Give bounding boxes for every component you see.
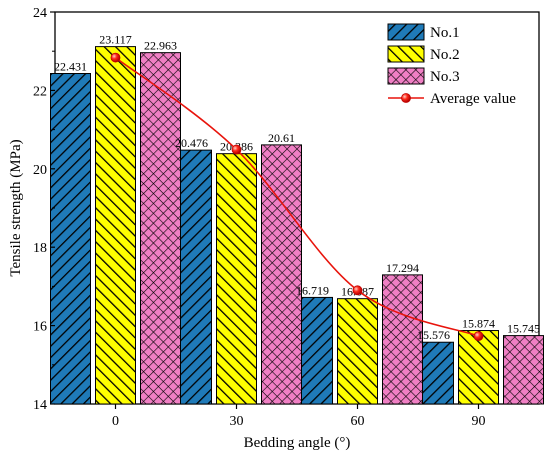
legend: No.1 No.2 No.3 Average value bbox=[387, 23, 516, 107]
y-tick-label: 20 bbox=[33, 163, 47, 178]
legend-swatch-No.1 bbox=[387, 23, 425, 41]
bar-No.2-30 bbox=[216, 153, 257, 405]
data-label: 17.294 bbox=[386, 261, 419, 275]
legend-swatch-No.3 bbox=[387, 67, 425, 85]
data-label: 15.874 bbox=[462, 317, 495, 331]
data-label: 22.431 bbox=[54, 60, 87, 74]
legend-label: No.1 bbox=[430, 25, 460, 41]
legend-label: No.2 bbox=[430, 47, 460, 63]
average-point-0 bbox=[110, 52, 121, 63]
data-label: 16.719 bbox=[296, 283, 329, 297]
data-label: 20.476 bbox=[175, 136, 208, 150]
average-value-line bbox=[115, 56, 479, 337]
y-axis-title: Tensile strength (MPa) bbox=[8, 139, 24, 276]
average-point-60 bbox=[352, 285, 363, 296]
legend-label: No.3 bbox=[430, 69, 460, 85]
y-tick-label: 18 bbox=[33, 241, 47, 256]
axes-group: 14 16 18 20 22 24 0 30 60 90 bbox=[33, 6, 486, 429]
data-labels-group: 22.43120.47616.71915.57623.11720.38616.6… bbox=[54, 33, 540, 343]
y-tick-label: 22 bbox=[33, 84, 47, 99]
x-tick-label: 90 bbox=[472, 414, 486, 429]
y-tick-label: 14 bbox=[33, 398, 47, 413]
data-label: 15.576 bbox=[417, 328, 450, 342]
bar-No.2-90 bbox=[458, 330, 499, 405]
x-tick-label: 30 bbox=[230, 414, 244, 429]
average-point-30 bbox=[231, 144, 242, 155]
data-label: 23.117 bbox=[99, 33, 132, 47]
bar-No.2-0 bbox=[95, 46, 136, 405]
bar-No.3-90 bbox=[503, 335, 544, 405]
average-line-group bbox=[110, 52, 484, 342]
average-point-90 bbox=[473, 331, 484, 342]
bar-No.3-60 bbox=[382, 274, 423, 405]
x-tick-label: 60 bbox=[351, 414, 365, 429]
y-tick-label: 24 bbox=[33, 6, 47, 21]
x-tick-label: 0 bbox=[112, 414, 119, 429]
bar-No.3-30 bbox=[261, 144, 302, 405]
bar-No.2-60 bbox=[337, 298, 378, 405]
legend-swatch-No.2 bbox=[387, 45, 425, 63]
bar-No.1-0 bbox=[50, 73, 91, 405]
legend-label: Average value bbox=[430, 91, 516, 107]
bar-No.3-0 bbox=[140, 52, 181, 405]
x-axis-title: Bedding angle (°) bbox=[244, 435, 351, 451]
data-label: 15.745 bbox=[507, 322, 540, 336]
y-tick-label: 16 bbox=[33, 320, 47, 335]
legend-marker-swatch bbox=[401, 93, 411, 103]
data-label: 22.963 bbox=[144, 39, 177, 53]
data-label: 20.61 bbox=[268, 131, 295, 145]
